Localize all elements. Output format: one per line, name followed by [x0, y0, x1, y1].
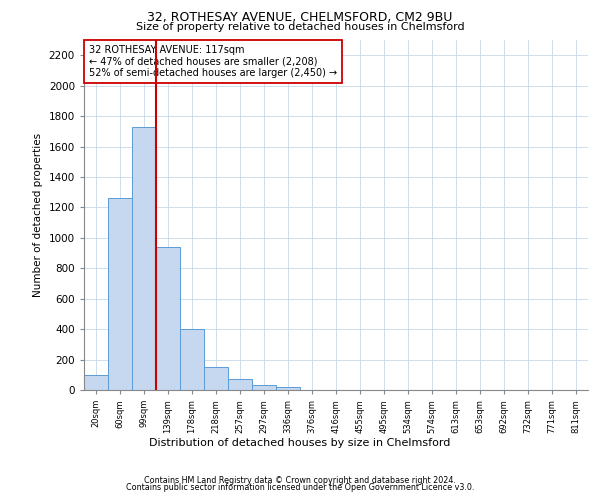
Bar	[252, 384, 276, 390]
Bar	[108, 198, 132, 390]
Text: 32 ROTHESAY AVENUE: 117sqm
← 47% of detached houses are smaller (2,208)
52% of s: 32 ROTHESAY AVENUE: 117sqm ← 47% of deta…	[89, 46, 337, 78]
Text: Size of property relative to detached houses in Chelmsford: Size of property relative to detached ho…	[136, 22, 464, 32]
Bar	[84, 375, 108, 390]
Bar	[204, 367, 228, 390]
Bar	[276, 387, 300, 390]
Y-axis label: Number of detached properties: Number of detached properties	[33, 133, 43, 297]
Text: Contains public sector information licensed under the Open Government Licence v3: Contains public sector information licen…	[126, 484, 474, 492]
Bar	[132, 126, 156, 390]
Bar	[156, 247, 180, 390]
Text: Distribution of detached houses by size in Chelmsford: Distribution of detached houses by size …	[149, 438, 451, 448]
Text: Contains HM Land Registry data © Crown copyright and database right 2024.: Contains HM Land Registry data © Crown c…	[144, 476, 456, 485]
Bar	[228, 380, 252, 390]
Text: 32, ROTHESAY AVENUE, CHELMSFORD, CM2 9BU: 32, ROTHESAY AVENUE, CHELMSFORD, CM2 9BU	[148, 12, 452, 24]
Bar	[180, 329, 204, 390]
